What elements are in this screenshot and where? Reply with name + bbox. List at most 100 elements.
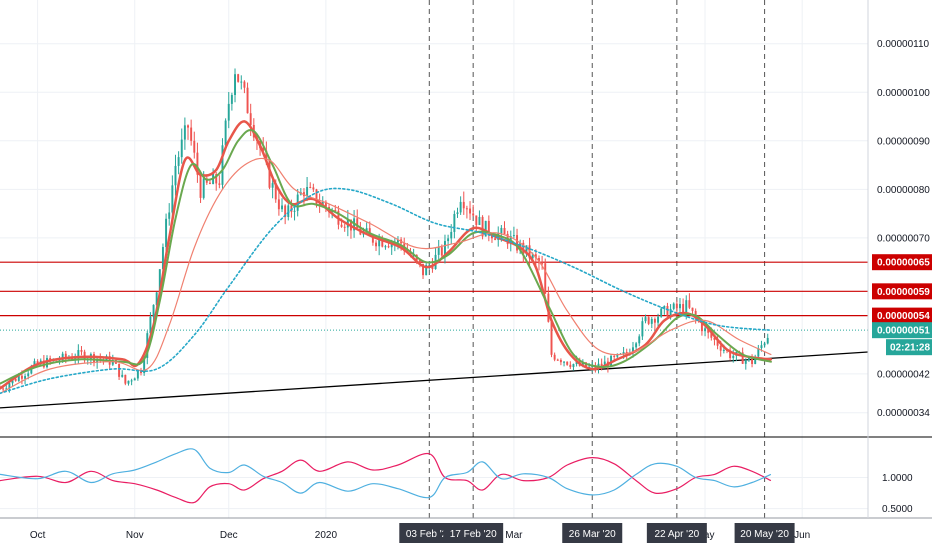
candle-body-158 <box>494 238 497 240</box>
countdown-label-text: 02:21:28 <box>890 343 930 354</box>
candle-209 <box>653 317 656 330</box>
chart-grid <box>0 0 868 518</box>
candle-79 <box>246 82 249 114</box>
candle-body-15 <box>46 358 48 368</box>
candle-body-241 <box>754 356 757 364</box>
candle-body-153 <box>478 216 481 225</box>
candle-212 <box>663 305 666 315</box>
candle-206 <box>644 314 647 324</box>
candle-body-60 <box>187 125 189 128</box>
candle-body-100 <box>312 187 315 190</box>
candle-body-49 <box>152 304 155 317</box>
candle-body-107 <box>334 209 337 211</box>
candle-86 <box>268 157 271 190</box>
candle-body-228 <box>713 337 716 340</box>
candle-233 <box>729 347 732 361</box>
candle-156 <box>487 215 490 242</box>
candle-245 <box>766 333 769 345</box>
candle-69 <box>215 171 218 191</box>
candle-body-56 <box>174 165 177 186</box>
candle-40 <box>124 374 127 386</box>
candle-body-119 <box>371 234 374 243</box>
candle-body-242 <box>757 348 760 357</box>
candle-142 <box>443 234 446 264</box>
candle-body-192 <box>600 363 603 367</box>
candle-body-227 <box>710 332 713 338</box>
trendline[interactable] <box>0 351 869 409</box>
marker-label-bg <box>562 523 623 543</box>
candle-body-184 <box>575 361 578 365</box>
candle-body-43 <box>133 378 136 381</box>
candle-body-71 <box>221 145 224 185</box>
candle-73 <box>227 91 230 129</box>
price-axis[interactable]: 0.00000110 0.00000100 0.00000090 0.00000080… <box>877 39 930 515</box>
support-trendline[interactable] <box>0 351 869 409</box>
candle-body-104 <box>324 201 327 208</box>
candle-body-141 <box>440 247 443 256</box>
time-tick-label: Nov <box>126 530 144 541</box>
candle-body-38 <box>118 363 121 377</box>
candle-body-124 <box>387 246 390 248</box>
candle-body-178 <box>556 359 559 361</box>
candle-216 <box>675 300 678 315</box>
candle-body-207 <box>647 317 650 324</box>
candle-body-61 <box>190 127 193 141</box>
marker-label-bg <box>646 523 707 543</box>
candle-body-213 <box>666 305 669 317</box>
candle-145 <box>453 210 456 239</box>
candle-body-99 <box>309 186 312 188</box>
indicator-series-0 <box>0 452 772 504</box>
candle-body-93 <box>290 205 293 212</box>
horizontal-levels[interactable] <box>0 261 868 331</box>
candle-body-1 <box>2 388 5 390</box>
candle-179 <box>559 358 562 366</box>
candle-173 <box>541 255 544 270</box>
candle-body-120 <box>375 242 378 247</box>
candle-body-30 <box>93 354 95 363</box>
candle-72 <box>224 118 227 150</box>
candle-body-177 <box>553 354 556 360</box>
candle-46 <box>143 353 146 376</box>
candle-190 <box>594 362 597 373</box>
candle-body-92 <box>287 205 290 217</box>
candle-154 <box>481 215 484 240</box>
candle-body-143 <box>447 238 450 242</box>
time-tick-label: Oct <box>30 530 46 541</box>
candle-183 <box>572 363 575 371</box>
candle-182 <box>569 361 572 370</box>
candle-146 <box>456 207 459 218</box>
price-tick-label: 0.00000100 <box>877 88 930 99</box>
candle-body-3 <box>8 383 11 389</box>
candle-body-59 <box>183 125 186 140</box>
candle-body-204 <box>638 336 641 344</box>
candle-215 <box>672 302 675 311</box>
candle-body-58 <box>180 139 183 158</box>
moving-average-3 <box>0 187 772 395</box>
candle-body-90 <box>281 205 283 210</box>
candle-62 <box>193 131 196 159</box>
candle-body-171 <box>534 254 537 259</box>
marker-label-text: 03 Feb '20 <box>406 529 453 540</box>
moving-average-0 <box>0 120 773 390</box>
candle-43 <box>133 377 136 381</box>
candle-body-77 <box>240 81 243 83</box>
candle-body-203 <box>635 343 638 348</box>
candle-150 <box>469 201 472 221</box>
candle-body-114 <box>356 218 359 228</box>
candle-body-41 <box>127 380 130 384</box>
candle-91 <box>284 204 287 225</box>
candle-body-5 <box>14 378 17 381</box>
candle-body-199 <box>622 352 625 354</box>
level-label-1: 0.00000059 <box>872 283 932 300</box>
candle-body-86 <box>268 160 271 188</box>
candle-body-209 <box>653 318 656 323</box>
candle-body-237 <box>741 352 744 364</box>
candle-98 <box>306 176 309 202</box>
candle-body-88 <box>274 183 277 200</box>
candle-body-26 <box>80 350 83 352</box>
marker-label-text: 17 Feb '20 <box>450 529 497 540</box>
current-price-label-bg <box>872 322 932 339</box>
candle-77 <box>240 75 243 90</box>
candle-body-233 <box>729 350 732 359</box>
